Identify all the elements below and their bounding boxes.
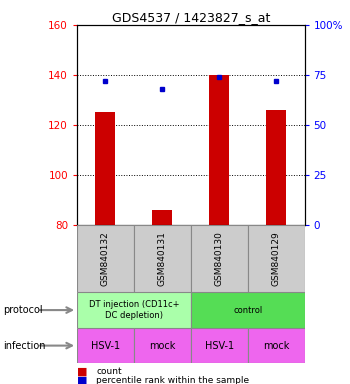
Bar: [248, 328, 304, 363]
Text: ■: ■: [77, 375, 88, 384]
Text: ■: ■: [77, 366, 88, 376]
Text: mock: mock: [149, 341, 175, 351]
Bar: [77, 292, 191, 328]
Bar: [266, 110, 286, 225]
Text: infection: infection: [4, 341, 46, 351]
Text: DT injection (CD11c+
DC depletion): DT injection (CD11c+ DC depletion): [89, 300, 179, 320]
Bar: [77, 225, 134, 292]
Text: GSM840129: GSM840129: [272, 231, 281, 286]
Bar: [134, 328, 191, 363]
Text: control: control: [233, 306, 262, 314]
Bar: [191, 225, 248, 292]
Bar: [191, 328, 248, 363]
Text: percentile rank within the sample: percentile rank within the sample: [96, 376, 249, 384]
Text: GSM840131: GSM840131: [158, 231, 167, 286]
Text: GSM840130: GSM840130: [215, 231, 224, 286]
Text: HSV-1: HSV-1: [205, 341, 234, 351]
Bar: [191, 292, 304, 328]
Text: HSV-1: HSV-1: [91, 341, 120, 351]
Text: mock: mock: [263, 341, 289, 351]
Bar: [134, 225, 191, 292]
Title: GDS4537 / 1423827_s_at: GDS4537 / 1423827_s_at: [112, 11, 270, 24]
Bar: [96, 112, 116, 225]
Text: count: count: [96, 367, 122, 376]
Text: protocol: protocol: [4, 305, 43, 315]
Bar: [248, 225, 304, 292]
Bar: [152, 210, 172, 225]
Text: GSM840132: GSM840132: [101, 231, 110, 286]
Bar: [77, 328, 134, 363]
Bar: [209, 75, 229, 225]
